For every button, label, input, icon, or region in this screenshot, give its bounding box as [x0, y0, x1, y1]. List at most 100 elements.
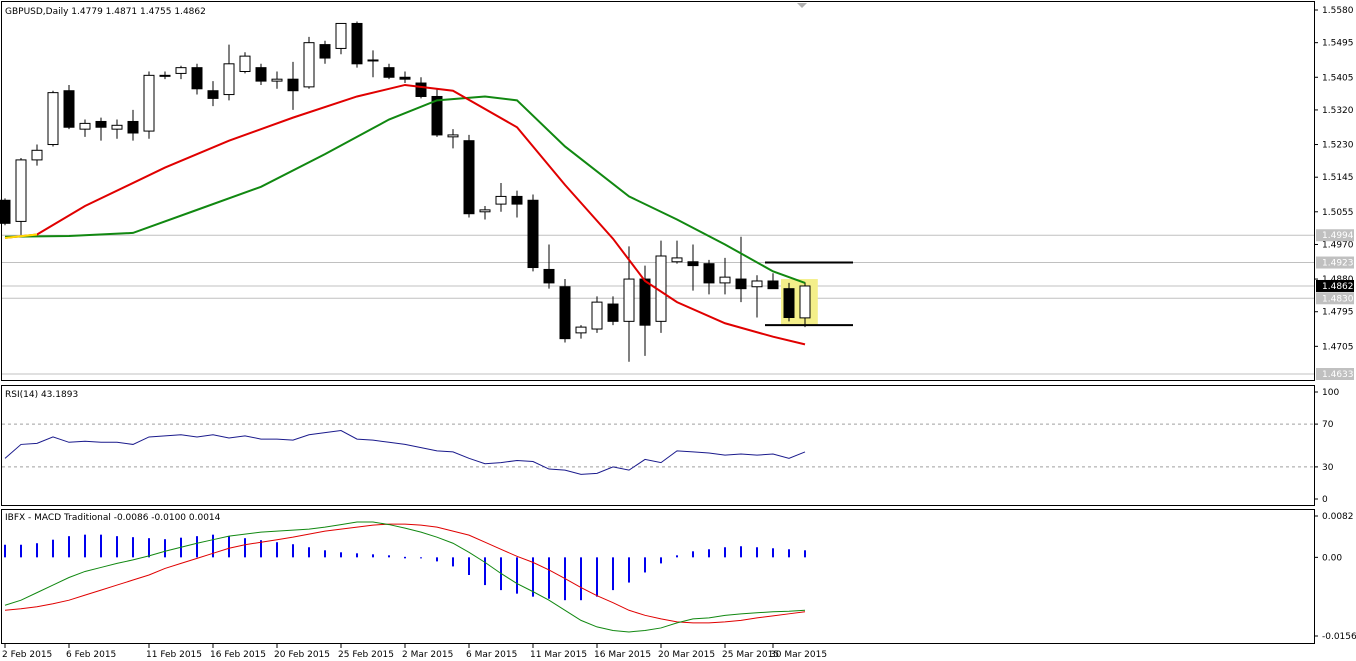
price-axis-label: 1.5320	[1322, 106, 1354, 116]
candle-body[interactable]	[175, 67, 187, 74]
time-axis-label: 11 Mar 2015	[530, 650, 587, 660]
macd-panel-frame	[1, 509, 1315, 644]
candle-body[interactable]	[95, 120, 107, 128]
candle-body[interactable]	[367, 59, 379, 62]
time-axis-label: 6 Mar 2015	[466, 650, 517, 660]
candle-body[interactable]	[767, 280, 779, 290]
candle-body[interactable]	[591, 301, 603, 330]
price-tag-background	[1316, 292, 1354, 305]
price-tag-background	[1316, 229, 1354, 242]
main-chart-title: GBPUSD,Daily 1.4779 1.4871 1.4755 1.4862	[5, 7, 206, 17]
macd-signal-line[interactable]	[4, 523, 806, 624]
candle-body[interactable]	[335, 22, 347, 49]
price-tag-label: 1.4830	[1322, 294, 1354, 304]
fast-moving-average-line[interactable]	[4, 83, 806, 346]
price-axis-label: 1.5580	[1322, 6, 1354, 16]
time-axis-label: 25 Feb 2015	[338, 650, 394, 660]
candle-body[interactable]	[287, 78, 299, 92]
macd-title: IBFX - MACD Traditional -0.0086 -0.0100 …	[5, 513, 221, 523]
candle-body[interactable]	[799, 285, 811, 319]
price-axis-label: 1.5495	[1322, 39, 1354, 49]
candle-body[interactable]	[383, 67, 395, 78]
candle-body[interactable]	[223, 63, 235, 96]
candle-body[interactable]	[687, 261, 699, 267]
candle-body[interactable]	[543, 268, 555, 284]
moving-average-turn-accent	[4, 233, 38, 239]
price-tag-label: 1.4633	[1322, 370, 1354, 380]
time-axis-label: 16 Feb 2015	[210, 650, 266, 660]
candle-body[interactable]	[191, 67, 203, 90]
rsi-axis-label: 100	[1322, 388, 1339, 398]
time-axis-label: 6 Feb 2015	[66, 650, 116, 660]
macd-main-line[interactable]	[4, 521, 806, 633]
candle-body[interactable]	[271, 78, 283, 82]
price-tag-background	[1316, 256, 1354, 269]
candle-body[interactable]	[559, 286, 571, 340]
price-axis-label: 1.5230	[1322, 141, 1354, 151]
candle-body[interactable]	[63, 90, 75, 128]
candle-body[interactable]	[47, 92, 59, 146]
price-axis-label: 1.4970	[1322, 240, 1354, 250]
price-axis-label: 1.4705	[1322, 342, 1354, 352]
candle-body[interactable]	[303, 42, 315, 88]
candle-body[interactable]	[319, 44, 331, 59]
rsi-panel-frame	[1, 385, 1315, 506]
candle-body[interactable]	[127, 120, 139, 134]
candle-body[interactable]	[719, 276, 731, 284]
candle-body[interactable]	[0, 199, 11, 224]
time-axis-label: 2 Feb 2015	[2, 650, 52, 660]
candle-body[interactable]	[31, 149, 43, 161]
time-axis-label: 25 Mar 2015	[722, 650, 779, 660]
candle-body[interactable]	[255, 67, 267, 82]
candle-body[interactable]	[351, 22, 363, 65]
time-axis-label: 16 Mar 2015	[594, 650, 651, 660]
candle-body[interactable]	[159, 74, 171, 77]
rsi-axis-label: 30	[1322, 463, 1334, 473]
rsi-axis-label: 0	[1322, 495, 1328, 505]
candle-body[interactable]	[463, 140, 475, 215]
candle-body[interactable]	[207, 90, 219, 99]
candle-body[interactable]	[703, 263, 715, 284]
slow-moving-average-line[interactable]	[4, 95, 806, 284]
price-tag-label: 1.4994	[1322, 231, 1354, 241]
candle-body[interactable]	[639, 278, 651, 326]
candle-body[interactable]	[623, 278, 635, 322]
price-axis-label: 1.4795	[1322, 308, 1354, 318]
candle-body[interactable]	[447, 134, 459, 138]
rsi-line[interactable]	[4, 430, 806, 475]
candle-body[interactable]	[143, 74, 155, 132]
candle-body[interactable]	[111, 124, 123, 130]
macd-axis-label: -0.0156	[1322, 632, 1356, 642]
candle-body[interactable]	[783, 288, 795, 318]
candle-body[interactable]	[79, 122, 91, 130]
price-axis-label: 1.5055	[1322, 208, 1354, 218]
candle-body[interactable]	[607, 303, 619, 322]
price-axis-label: 1.5145	[1322, 173, 1354, 183]
candle-body[interactable]	[239, 55, 251, 72]
candle-body[interactable]	[415, 82, 427, 97]
candle-body[interactable]	[479, 209, 491, 213]
candle-body[interactable]	[15, 159, 27, 222]
candle-body[interactable]	[735, 278, 747, 290]
main-price-panel: 1.5580 1.5495 1.5405 1.5320 1.5230 1.5145 1.50…	[0, 6, 1354, 380]
time-axis-label: 30 Mar 2015	[770, 650, 827, 660]
macd-axis-label: 0.00	[1322, 553, 1342, 563]
candle-body[interactable]	[399, 76, 411, 80]
rsi-panel: 100 70 30 0	[2, 388, 1339, 505]
candle-body[interactable]	[751, 280, 763, 288]
rsi-title: RSI(14) 43.1893	[5, 390, 78, 400]
candle-body[interactable]	[431, 95, 443, 136]
price-tag-background	[1316, 368, 1354, 380]
candle-body[interactable]	[495, 195, 507, 205]
candle-body[interactable]	[527, 199, 539, 269]
main-panel-frame	[1, 1, 1315, 381]
rsi-axis-label: 70	[1322, 420, 1334, 430]
price-tag-label: 1.4862	[1322, 282, 1354, 292]
candle-body[interactable]	[575, 326, 587, 334]
candle-body[interactable]	[671, 257, 683, 263]
candle-body[interactable]	[511, 195, 523, 205]
time-axis-label: 20 Mar 2015	[658, 650, 715, 660]
price-axis-label: 1.5405	[1322, 73, 1354, 83]
time-axis: 2 Feb 2015 6 Feb 2015 11 Feb 2015 16 Feb 20…	[2, 644, 827, 660]
chart-shift-marker-icon[interactable]	[797, 3, 807, 8]
